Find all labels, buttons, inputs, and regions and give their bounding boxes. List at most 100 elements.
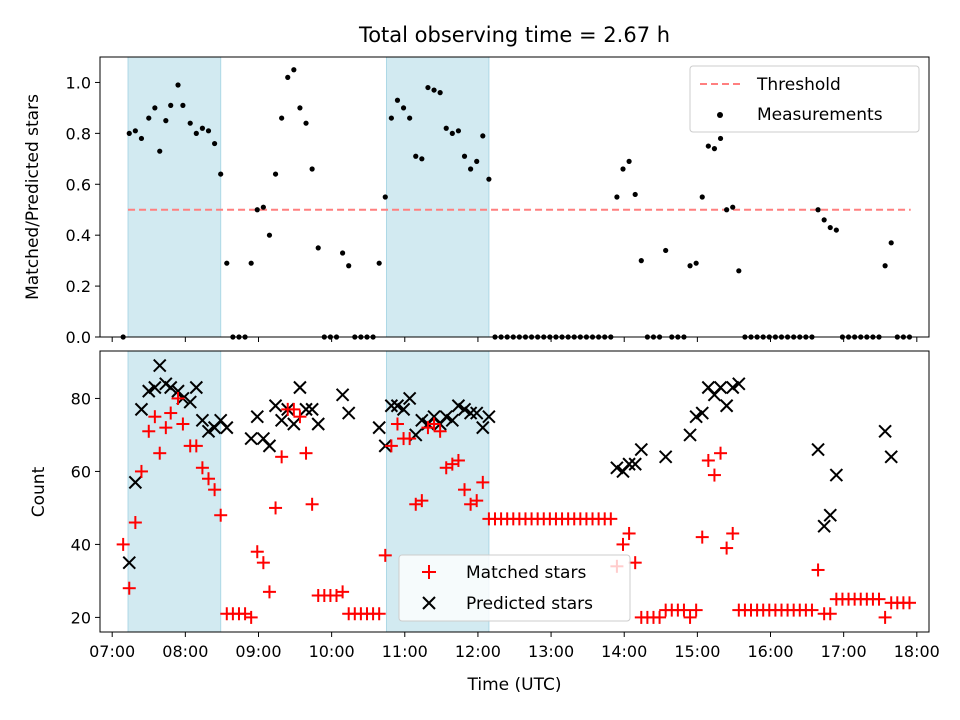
predicted-star-point — [244, 431, 258, 446]
count-panel: 07:00 08:00 09:00 10:00 11:00 12:00 13:00 14:00… — [29, 350, 940, 695]
measurement-point — [461, 153, 468, 159]
x-tick-label: 18:00 — [894, 642, 940, 661]
predicted-star-point — [884, 450, 898, 464]
y-tick-label: 20 — [71, 608, 91, 627]
matched-star-point — [299, 446, 313, 460]
matched-star-point — [153, 446, 167, 460]
matched-star-point — [159, 421, 173, 435]
matched-star-point — [695, 530, 709, 544]
measurement-point — [620, 166, 626, 172]
predicted-star-point — [482, 409, 496, 424]
predicted-star-point — [634, 442, 648, 457]
matched-star-point — [305, 497, 319, 511]
ratio-axes-frame — [99, 56, 930, 338]
measurement-point — [626, 158, 632, 164]
predicted-star-point — [262, 439, 277, 453]
predicted-star-point — [341, 406, 356, 420]
matched-star-point — [433, 424, 447, 438]
measurement-point — [413, 153, 419, 159]
matched-star-point — [336, 585, 350, 599]
measurement-point — [736, 268, 742, 274]
matched-star-point — [805, 603, 819, 617]
measurement-point — [157, 148, 163, 154]
measurement-point — [821, 217, 827, 223]
predicted-star-point — [726, 380, 740, 395]
matched-star-point — [176, 417, 190, 431]
predicted-star-point — [134, 402, 149, 417]
legend-measurements-swatch — [717, 112, 723, 118]
y-tick-label: 0.2 — [66, 277, 91, 296]
matched-star-point — [214, 508, 228, 522]
matched-star-point — [622, 526, 636, 540]
measurement-point — [431, 87, 437, 93]
measurement-point — [468, 166, 474, 172]
measurement-point — [730, 204, 736, 210]
x-tick-label: 13:00 — [528, 642, 574, 661]
matched-star-point — [811, 563, 825, 577]
predicted-star-point — [445, 413, 460, 428]
predicted-star-point — [628, 457, 642, 471]
measurement-point — [180, 102, 186, 108]
matched-star-point — [707, 468, 721, 482]
matched-star-point — [128, 516, 142, 530]
predicted-star-point — [829, 468, 844, 482]
measurement-point — [266, 232, 273, 238]
legend-matched-label: Matched stars — [466, 563, 586, 583]
matched-star-point — [287, 402, 301, 416]
predicted-star-point — [622, 457, 636, 471]
matched-star-point — [171, 391, 185, 405]
predicted-star-point — [457, 402, 472, 417]
ratio-legend-box — [689, 65, 920, 133]
x-tick-label: 17:00 — [821, 642, 867, 661]
legend-threshold-label: Threshold — [756, 75, 841, 95]
matched-star-point — [427, 417, 441, 431]
y-tick-label: 80 — [71, 389, 91, 408]
x-tick-label: 07:00 — [89, 642, 135, 661]
x-tick-label: 08:00 — [162, 642, 208, 661]
matched-star-point — [244, 610, 258, 624]
predicted-star-point — [142, 384, 156, 398]
predicted-star-point — [287, 417, 301, 431]
predicted-star-point — [878, 424, 892, 438]
measurement-point — [175, 82, 181, 88]
matched-star-point — [683, 610, 697, 624]
matched-star-point — [116, 537, 130, 551]
measurement-point — [486, 176, 492, 182]
measurement-point — [419, 156, 425, 162]
matched-star-point — [378, 548, 392, 562]
matched-star-point — [202, 472, 216, 486]
x-tick-label: 12:00 — [455, 642, 501, 661]
measurement-point — [693, 260, 699, 266]
predicted-star-point — [402, 391, 417, 406]
predicted-star-point — [250, 409, 264, 424]
count-y-ticks: 20 40 60 80 — [71, 389, 100, 627]
matched-star-point — [134, 464, 148, 478]
predicted-star-point — [695, 406, 709, 420]
x-tick-label: 14:00 — [601, 642, 647, 661]
matched-star-point — [164, 406, 178, 420]
predicted-star-point — [732, 377, 746, 391]
matched-star-point — [726, 526, 740, 540]
measurement-point — [218, 171, 224, 177]
measurement-point — [211, 140, 218, 147]
measurement-point — [425, 84, 431, 91]
predicted-star-point — [335, 388, 350, 402]
matched-star-point — [470, 494, 484, 508]
measurement-point — [199, 125, 206, 131]
measurement-point — [260, 204, 266, 210]
predicted-star-point — [183, 395, 197, 409]
ratio-y-ticks: 0.0 0.2 0.4 0.6 0.8 1.0 — [66, 73, 100, 347]
ratio-legend: Threshold Measurements — [689, 65, 920, 133]
ratio-y-axis-label: Matched/Predicted stars — [23, 94, 43, 300]
legend-matched-swatch — [422, 565, 436, 579]
x-tick-label: 16:00 — [747, 642, 793, 661]
x-tick-label: 10:00 — [309, 642, 355, 661]
predicted-star-point — [122, 555, 136, 570]
predicted-star-point — [415, 413, 429, 428]
predicted-star-point — [189, 380, 204, 395]
matched-star-point — [902, 596, 916, 610]
measurement-point — [833, 227, 839, 233]
y-tick-label: 0.6 — [66, 175, 91, 194]
measurement-point — [254, 207, 260, 213]
